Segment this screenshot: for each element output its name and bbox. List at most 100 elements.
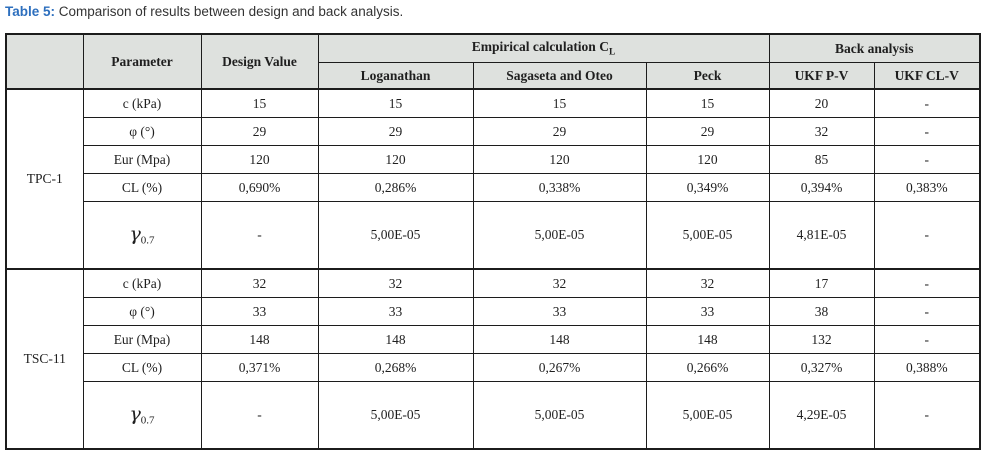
table-row: φ (°) 33 33 33 33 38 - xyxy=(6,297,981,326)
value-cell: 148 xyxy=(317,325,474,354)
table-number-label: Table 5: xyxy=(5,4,56,19)
param-cell: Eur (Mpa) xyxy=(82,145,202,174)
value-cell: 15 xyxy=(317,88,474,118)
col-header-design-value: Design Value xyxy=(200,33,319,90)
value-cell: 5,00E-05 xyxy=(317,381,474,450)
header-row-1: Parameter Design Value Empirical calcula… xyxy=(5,33,981,90)
value-cell: 29 xyxy=(645,117,770,146)
param-cell-gamma: γ0.7 xyxy=(82,381,202,450)
value-cell: 0,371% xyxy=(200,353,319,382)
value-cell: 38 xyxy=(768,297,875,326)
group-header-back-analysis: Back analysis xyxy=(768,33,981,63)
value-cell: 120 xyxy=(200,145,319,174)
param-cell: c (kPa) xyxy=(82,88,202,118)
table-row: γ0.7 - 5,00E-05 5,00E-05 5,00E-05 4,81E-… xyxy=(6,201,981,270)
value-cell: 20 xyxy=(768,88,875,118)
gamma-subscript: 0.7 xyxy=(140,234,155,247)
value-cell: 5,00E-05 xyxy=(645,201,770,270)
table-row: φ (°) 29 29 29 29 32 - xyxy=(6,117,981,146)
value-cell: 120 xyxy=(317,145,474,174)
value-cell: 148 xyxy=(645,325,770,354)
value-cell: - xyxy=(873,325,981,354)
table-caption-text: Comparison of results between design and… xyxy=(55,4,404,19)
param-cell-gamma: γ0.7 xyxy=(82,201,202,270)
empirical-label-subscript: L xyxy=(608,47,616,58)
table-row: TPC-1 c (kPa) 15 15 15 15 20 - xyxy=(5,88,981,270)
value-cell: 0,690% xyxy=(200,173,319,202)
value-cell: - xyxy=(873,88,981,118)
param-cell: c (kPa) xyxy=(82,268,202,298)
value-cell: 5,00E-05 xyxy=(317,201,474,270)
value-cell: 120 xyxy=(472,145,647,174)
value-cell: 29 xyxy=(317,117,474,146)
col-header-parameter: Parameter xyxy=(82,33,202,90)
table-row: CL (%) 0,690% 0,286% 0,338% 0,349% 0,394… xyxy=(6,173,981,202)
value-cell: 17 xyxy=(768,268,875,298)
param-cell: φ (°) xyxy=(82,297,202,326)
value-cell: 0,383% xyxy=(873,173,981,202)
table-row: Eur (Mpa) 120 120 120 120 85 - xyxy=(6,145,981,174)
value-cell: 0,327% xyxy=(768,353,875,382)
value-cell: - xyxy=(873,297,981,326)
empirical-label: Empirical calculation C xyxy=(471,39,609,55)
results-table: Parameter Design Value Empirical calcula… xyxy=(5,33,981,450)
header-row-2: Loganathan Sagaseta and Oteo Peck UKF P-… xyxy=(6,62,981,90)
param-cell: CL (%) xyxy=(82,173,202,202)
value-cell: 0,267% xyxy=(472,353,647,382)
value-cell: 4,81E-05 xyxy=(768,201,875,270)
group-label-tpc1: TPC-1 xyxy=(5,88,84,270)
value-cell: 32 xyxy=(200,268,319,298)
table-row: γ0.7 - 5,00E-05 5,00E-05 5,00E-05 4,29E-… xyxy=(6,381,981,450)
value-cell: 0,388% xyxy=(873,353,981,382)
table-row: CL (%) 0,371% 0,268% 0,267% 0,266% 0,327… xyxy=(6,353,981,382)
param-cell: Eur (Mpa) xyxy=(82,325,202,354)
param-cell: φ (°) xyxy=(82,117,202,146)
gamma-symbol: γ xyxy=(129,403,141,426)
value-cell: 0,338% xyxy=(472,173,647,202)
value-cell: 32 xyxy=(645,268,770,298)
col-header-sagaseta-oteo: Sagaseta and Oteo xyxy=(472,62,647,90)
value-cell: - xyxy=(200,381,319,450)
col-header-ukf-pv: UKF P-V xyxy=(768,62,875,90)
value-cell: 15 xyxy=(472,88,647,118)
value-cell: 32 xyxy=(472,268,647,298)
group-label-tsc11: TSC-11 xyxy=(5,268,84,450)
value-cell: 5,00E-05 xyxy=(645,381,770,450)
value-cell: 29 xyxy=(472,117,647,146)
value-cell: 15 xyxy=(645,88,770,118)
table-caption: Table 5: Comparison of results between d… xyxy=(5,4,403,19)
value-cell: 5,00E-05 xyxy=(472,201,647,270)
col-header-peck: Peck xyxy=(645,62,770,90)
value-cell: 33 xyxy=(472,297,647,326)
value-cell: - xyxy=(873,145,981,174)
table-row: TSC-11 c (kPa) 32 32 32 32 17 - xyxy=(5,268,981,450)
value-cell: 148 xyxy=(472,325,647,354)
value-cell: 33 xyxy=(200,297,319,326)
value-cell: 0,268% xyxy=(317,353,474,382)
value-cell: 32 xyxy=(317,268,474,298)
value-cell: - xyxy=(200,201,319,270)
value-cell: 15 xyxy=(200,88,319,118)
value-cell: 0,266% xyxy=(645,353,770,382)
group-header-empirical: Empirical calculation CL xyxy=(317,33,770,63)
gamma-symbol: γ xyxy=(129,223,141,246)
gamma-subscript: 0.7 xyxy=(140,414,155,427)
value-cell: 132 xyxy=(768,325,875,354)
value-cell: - xyxy=(873,201,981,270)
value-cell: - xyxy=(873,268,981,298)
value-cell: 85 xyxy=(768,145,875,174)
value-cell: - xyxy=(873,117,981,146)
value-cell: 0,286% xyxy=(317,173,474,202)
col-header-ukf-clv: UKF CL-V xyxy=(873,62,981,90)
param-cell: CL (%) xyxy=(82,353,202,382)
value-cell: 4,29E-05 xyxy=(768,381,875,450)
value-cell: - xyxy=(873,381,981,450)
value-cell: 120 xyxy=(645,145,770,174)
value-cell: 0,394% xyxy=(768,173,875,202)
value-cell: 33 xyxy=(645,297,770,326)
value-cell: 29 xyxy=(200,117,319,146)
value-cell: 0,349% xyxy=(645,173,770,202)
value-cell: 5,00E-05 xyxy=(472,381,647,450)
table-row: Eur (Mpa) 148 148 148 148 132 - xyxy=(6,325,981,354)
col-header-loganathan: Loganathan xyxy=(317,62,474,90)
